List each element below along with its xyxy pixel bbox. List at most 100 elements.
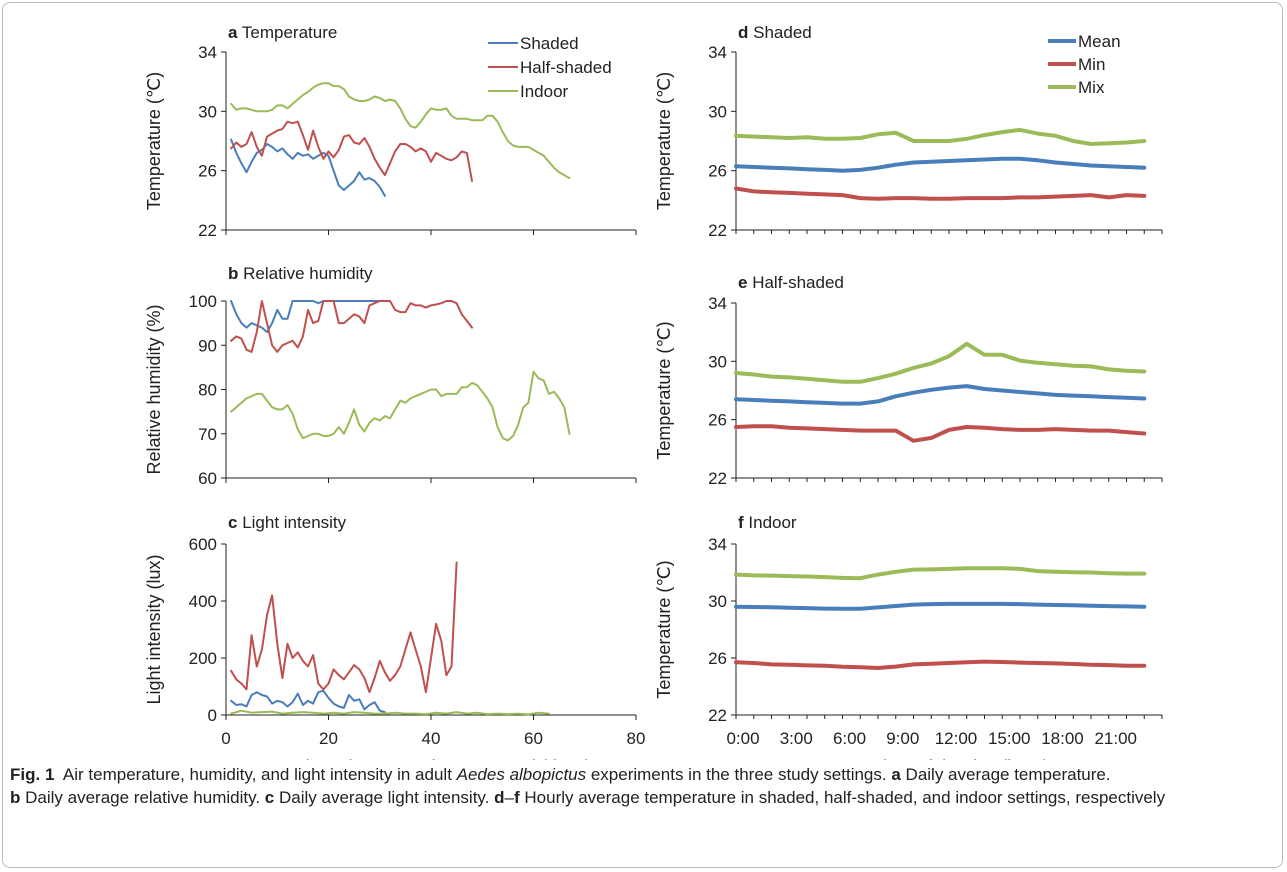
series-line-half-shaded xyxy=(230,561,458,694)
figure-caption: Fig. 1 Air temperature, humidity, and li… xyxy=(10,763,1275,809)
caption-c-text: Daily average light intensity. xyxy=(274,788,495,807)
caption-text-1: Air temperature, humidity, and light int… xyxy=(62,765,457,784)
y-tick-label: 30 xyxy=(708,102,727,121)
series-line-min xyxy=(734,186,1147,201)
chart-panel-d: d Shaded 22 26 30 34 Temperature (℃) Mean Min Mi… xyxy=(654,23,1163,240)
y-tick-label: 200 xyxy=(189,649,217,668)
series-line-mix xyxy=(734,566,1147,581)
panel-title: d Shaded xyxy=(738,23,812,42)
y-axis-label: Light intensity (lux) xyxy=(144,554,164,704)
caption-text-2: experiments in the three study settings. xyxy=(586,765,892,784)
x-tick-label: 12:00 xyxy=(935,729,978,748)
legend-label: Min xyxy=(1078,55,1105,74)
series-line-mix xyxy=(734,341,1147,384)
y-tick-label: 60 xyxy=(198,469,217,488)
chart-panel-b: b Relative humidity 60 70 80 90 100 Relative h… xyxy=(144,264,637,488)
y-tick-label: 22 xyxy=(708,469,727,488)
caption-label: Fig. 1 xyxy=(10,765,55,784)
y-tick-label: 34 xyxy=(708,535,727,554)
panel-letter: a xyxy=(228,23,238,42)
y-tick-label: 90 xyxy=(198,336,217,355)
y-tick-label: 0 xyxy=(208,706,217,725)
panel-letter: e xyxy=(738,273,747,292)
series-line-half-shaded xyxy=(230,300,473,353)
chart-panel-a: a Temperature 22 26 30 34 Temperature (℃) Shad… xyxy=(144,23,637,240)
caption-c: c xyxy=(264,788,275,807)
x-tick-label: 0 xyxy=(221,729,230,748)
y-tick-label: 80 xyxy=(198,381,217,400)
panel-title: c Light intensity xyxy=(228,513,347,532)
x-tick-label: 6:00 xyxy=(833,729,866,748)
caption-species: Aedes albopictus xyxy=(456,765,587,784)
y-tick-label: 600 xyxy=(189,535,217,554)
series-line-indoor xyxy=(230,709,550,716)
caption-a-text: Daily average temperature. xyxy=(900,765,1111,784)
legend-label: Mix xyxy=(1078,78,1105,97)
y-tick-label: 100 xyxy=(189,292,217,311)
charts-svg: a Temperature 22 26 30 34 Temperature (℃) Shad… xyxy=(144,23,1163,760)
y-tick-label: 22 xyxy=(708,706,727,725)
panel-title: f Indoor xyxy=(738,513,797,532)
y-tick-label: 30 xyxy=(708,352,727,371)
panel-title: b Relative humidity xyxy=(228,264,373,283)
y-tick-label: 70 xyxy=(198,425,217,444)
y-axis-label: Temperature (℃) xyxy=(144,72,164,210)
panel-letter: b xyxy=(228,264,238,283)
x-tick-label: 15:00 xyxy=(988,729,1031,748)
legend-label: Indoor xyxy=(520,82,569,101)
y-tick-label: 34 xyxy=(708,294,727,313)
y-axis-label: Temperature (℃) xyxy=(654,72,674,210)
x-tick-label: 3:00 xyxy=(780,729,813,748)
y-tick-label: 22 xyxy=(708,221,727,240)
chart-panel-c: c Light intensity 0 200 400 600 0 20 40 60 80 Ligh… xyxy=(144,513,645,760)
series-line-indoor xyxy=(230,370,571,442)
x-tick-label: 60 xyxy=(524,729,543,748)
series-line-mean xyxy=(734,601,1147,611)
panel-title-text: Relative humidity xyxy=(238,264,373,283)
caption-b-text: Daily average relative humidity. xyxy=(20,788,265,807)
y-tick-label: 22 xyxy=(198,221,217,240)
x-axis-label: Time since experiment started (days) xyxy=(295,757,590,760)
panel-title: e Half-shaded xyxy=(738,273,844,292)
x-tick-label: 40 xyxy=(422,729,441,748)
legend-label: Half-shaded xyxy=(520,58,612,77)
caption-a: a xyxy=(891,765,901,784)
caption-f: f xyxy=(513,788,520,807)
caption-dash: – xyxy=(504,788,514,807)
series-line-shaded xyxy=(230,138,386,197)
x-tick-label: 20 xyxy=(319,729,338,748)
panel-letter: c xyxy=(228,513,237,532)
x-tick-label: 21:00 xyxy=(1094,729,1137,748)
chart-panel-f: f Indoor 22 26 30 34 0:00 3:00 6:00 9:00 12:00 15:… xyxy=(654,513,1163,760)
panel-title-text: Shaded xyxy=(748,23,811,42)
caption-b: b xyxy=(10,788,21,807)
panel-title-text: Light intensity xyxy=(237,513,346,532)
x-tick-label: 80 xyxy=(627,729,646,748)
panel-title-text: Indoor xyxy=(744,513,797,532)
series-line-min xyxy=(734,659,1147,670)
series-line-min xyxy=(734,424,1147,443)
series-line-mix xyxy=(734,127,1147,146)
panel-letter: d xyxy=(738,23,748,42)
caption-df-text: Hourly average temperature in shaded, ha… xyxy=(519,788,1166,807)
panel-title: a Temperature xyxy=(228,23,337,42)
series-line-mean xyxy=(734,384,1147,406)
panel-letter: f xyxy=(738,513,744,532)
series-line-half-shaded xyxy=(230,120,473,182)
series-line-shaded xyxy=(230,689,386,714)
legend-label: Shaded xyxy=(520,34,579,53)
y-axis-label: Relative humidity (%) xyxy=(144,304,164,474)
x-axis-label: Time of the day (hour) xyxy=(873,757,1049,760)
y-tick-label: 30 xyxy=(198,102,217,121)
y-tick-label: 26 xyxy=(708,162,727,181)
y-tick-label: 26 xyxy=(708,649,727,668)
y-axis-label: Temperature (℃) xyxy=(654,560,674,698)
panel-title-text: Temperature xyxy=(237,23,337,42)
y-tick-label: 30 xyxy=(708,592,727,611)
chart-panel-e: e Half-shaded 22 26 30 34 Temperature (℃) xyxy=(654,273,1163,488)
legend-label: Mean xyxy=(1078,32,1121,51)
series-line-indoor xyxy=(230,82,571,180)
y-tick-label: 34 xyxy=(708,43,727,62)
y-axis-label: Temperature (℃) xyxy=(654,321,674,459)
